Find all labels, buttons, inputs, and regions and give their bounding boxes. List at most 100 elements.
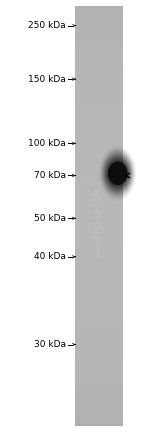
Bar bbox=[75, 401, 123, 404]
Text: www.PTGLAB.COM: www.PTGLAB.COM bbox=[94, 187, 103, 258]
Bar bbox=[75, 178, 123, 180]
Bar bbox=[75, 47, 123, 48]
Bar bbox=[75, 140, 123, 142]
Bar bbox=[75, 259, 123, 261]
Bar bbox=[75, 60, 123, 62]
Bar bbox=[75, 129, 123, 131]
Bar bbox=[75, 324, 123, 325]
Bar bbox=[75, 230, 123, 232]
Text: 150 kDa: 150 kDa bbox=[28, 74, 66, 84]
Bar bbox=[75, 288, 123, 290]
Bar bbox=[75, 309, 123, 311]
Bar bbox=[75, 353, 123, 354]
Bar bbox=[75, 174, 123, 175]
Bar bbox=[75, 28, 123, 30]
Bar bbox=[75, 72, 123, 74]
Bar bbox=[75, 410, 123, 412]
Bar bbox=[75, 326, 123, 328]
Bar bbox=[75, 393, 123, 395]
Bar bbox=[75, 68, 123, 69]
Bar bbox=[75, 168, 123, 170]
Bar bbox=[75, 36, 123, 37]
Bar bbox=[75, 45, 123, 47]
Bar bbox=[75, 126, 123, 128]
Bar bbox=[75, 256, 123, 258]
Bar bbox=[75, 74, 123, 76]
Bar bbox=[75, 227, 123, 229]
Bar bbox=[75, 231, 123, 233]
Bar bbox=[75, 143, 123, 145]
Bar bbox=[75, 213, 123, 215]
Bar bbox=[75, 203, 123, 205]
Bar bbox=[75, 41, 123, 43]
Bar bbox=[75, 131, 123, 132]
Bar bbox=[75, 221, 123, 223]
Bar bbox=[75, 77, 123, 79]
Bar bbox=[75, 182, 123, 184]
Bar bbox=[75, 122, 123, 124]
Bar bbox=[75, 282, 123, 283]
Bar bbox=[75, 291, 123, 293]
Bar bbox=[75, 59, 123, 61]
Bar bbox=[75, 73, 123, 75]
Bar bbox=[75, 314, 123, 315]
Bar bbox=[75, 403, 123, 405]
Bar bbox=[75, 206, 123, 208]
Bar bbox=[75, 377, 123, 378]
Bar bbox=[75, 121, 123, 122]
Bar bbox=[75, 205, 123, 206]
Bar bbox=[75, 266, 123, 268]
Bar bbox=[75, 424, 123, 426]
Bar bbox=[75, 329, 123, 331]
Bar bbox=[75, 86, 123, 87]
Bar bbox=[75, 280, 123, 282]
Bar bbox=[75, 220, 123, 222]
Bar bbox=[75, 66, 123, 68]
Bar bbox=[75, 316, 123, 318]
Bar bbox=[75, 407, 123, 409]
Bar bbox=[75, 404, 123, 406]
Bar bbox=[75, 242, 123, 244]
Bar bbox=[75, 198, 123, 199]
Bar bbox=[75, 171, 123, 173]
Ellipse shape bbox=[102, 150, 134, 197]
Bar bbox=[75, 111, 123, 113]
Bar bbox=[75, 163, 123, 164]
Bar bbox=[75, 249, 123, 251]
Bar bbox=[75, 269, 123, 270]
Bar bbox=[75, 345, 123, 346]
Bar bbox=[75, 361, 123, 363]
Bar bbox=[75, 268, 123, 269]
Bar bbox=[75, 158, 123, 160]
Bar bbox=[75, 149, 123, 150]
Bar bbox=[75, 58, 123, 59]
Bar bbox=[75, 119, 123, 121]
Bar bbox=[75, 95, 123, 97]
Bar bbox=[75, 100, 123, 101]
Bar bbox=[75, 392, 123, 394]
Bar bbox=[75, 312, 123, 314]
Bar bbox=[75, 108, 123, 110]
Bar bbox=[75, 382, 123, 384]
Bar bbox=[75, 175, 123, 177]
Bar bbox=[75, 336, 123, 338]
Bar bbox=[75, 76, 123, 78]
Bar bbox=[75, 15, 123, 16]
Bar bbox=[75, 318, 123, 320]
Bar bbox=[75, 409, 123, 410]
Bar bbox=[75, 128, 123, 129]
Bar bbox=[75, 319, 123, 321]
Bar bbox=[75, 390, 123, 392]
Bar bbox=[75, 27, 123, 29]
Bar bbox=[75, 177, 123, 178]
Bar bbox=[75, 33, 123, 34]
Bar bbox=[75, 253, 123, 255]
Bar bbox=[75, 80, 123, 82]
Bar bbox=[75, 150, 123, 152]
Bar bbox=[75, 238, 123, 240]
Bar bbox=[75, 298, 123, 300]
Bar bbox=[75, 366, 123, 367]
Bar bbox=[75, 232, 123, 234]
Bar bbox=[75, 388, 123, 389]
Bar bbox=[75, 90, 123, 92]
